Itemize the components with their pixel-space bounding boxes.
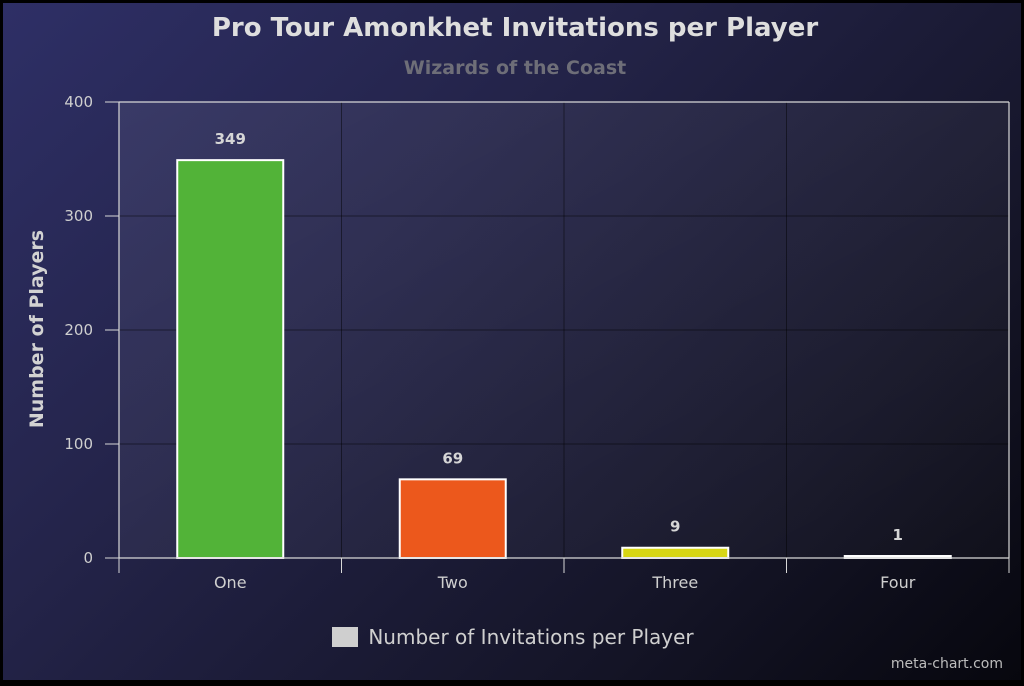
y-tick-labels: 0 100 200 300 400: [64, 93, 93, 567]
credit-link[interactable]: meta-chart.com: [890, 656, 1003, 672]
x-tick-label: One: [214, 573, 247, 592]
data-label-two: 69: [442, 449, 463, 467]
x-tick-label: Four: [880, 573, 916, 592]
y-tick-label: 200: [64, 321, 93, 339]
bar-two[interactable]: [398, 478, 507, 559]
y-tick-label: 100: [64, 435, 93, 453]
y-tick-label: 400: [64, 93, 93, 111]
legend[interactable]: Number of Invitations per Player: [3, 625, 1024, 649]
data-label-four: 1: [893, 526, 903, 544]
x-tick-label: Three: [651, 573, 698, 592]
value-labels: 349 69 9 1: [215, 130, 903, 544]
x-tick-labels: One Two Three Four: [214, 573, 916, 592]
bar-three[interactable]: [621, 546, 730, 559]
bars: [176, 159, 952, 559]
x-tick-label: Two: [437, 573, 468, 592]
legend-swatch: [332, 627, 359, 647]
y-tick-label: 300: [64, 207, 93, 225]
axes: [105, 101, 1010, 573]
bar-one[interactable]: [176, 159, 285, 559]
data-label-one: 349: [215, 130, 246, 148]
plot-area: 349 69 9 1 0 100 200 300 400 One Two Three Four: [64, 93, 1010, 592]
data-label-three: 9: [670, 518, 680, 536]
legend-label: Number of Invitations per Player: [368, 625, 694, 649]
y-tick-label: 0: [83, 549, 93, 567]
chart-title: Pro Tour Amonkhet Invitations per Player: [211, 13, 819, 43]
chart-subtitle: Wizards of the Coast: [403, 57, 627, 79]
